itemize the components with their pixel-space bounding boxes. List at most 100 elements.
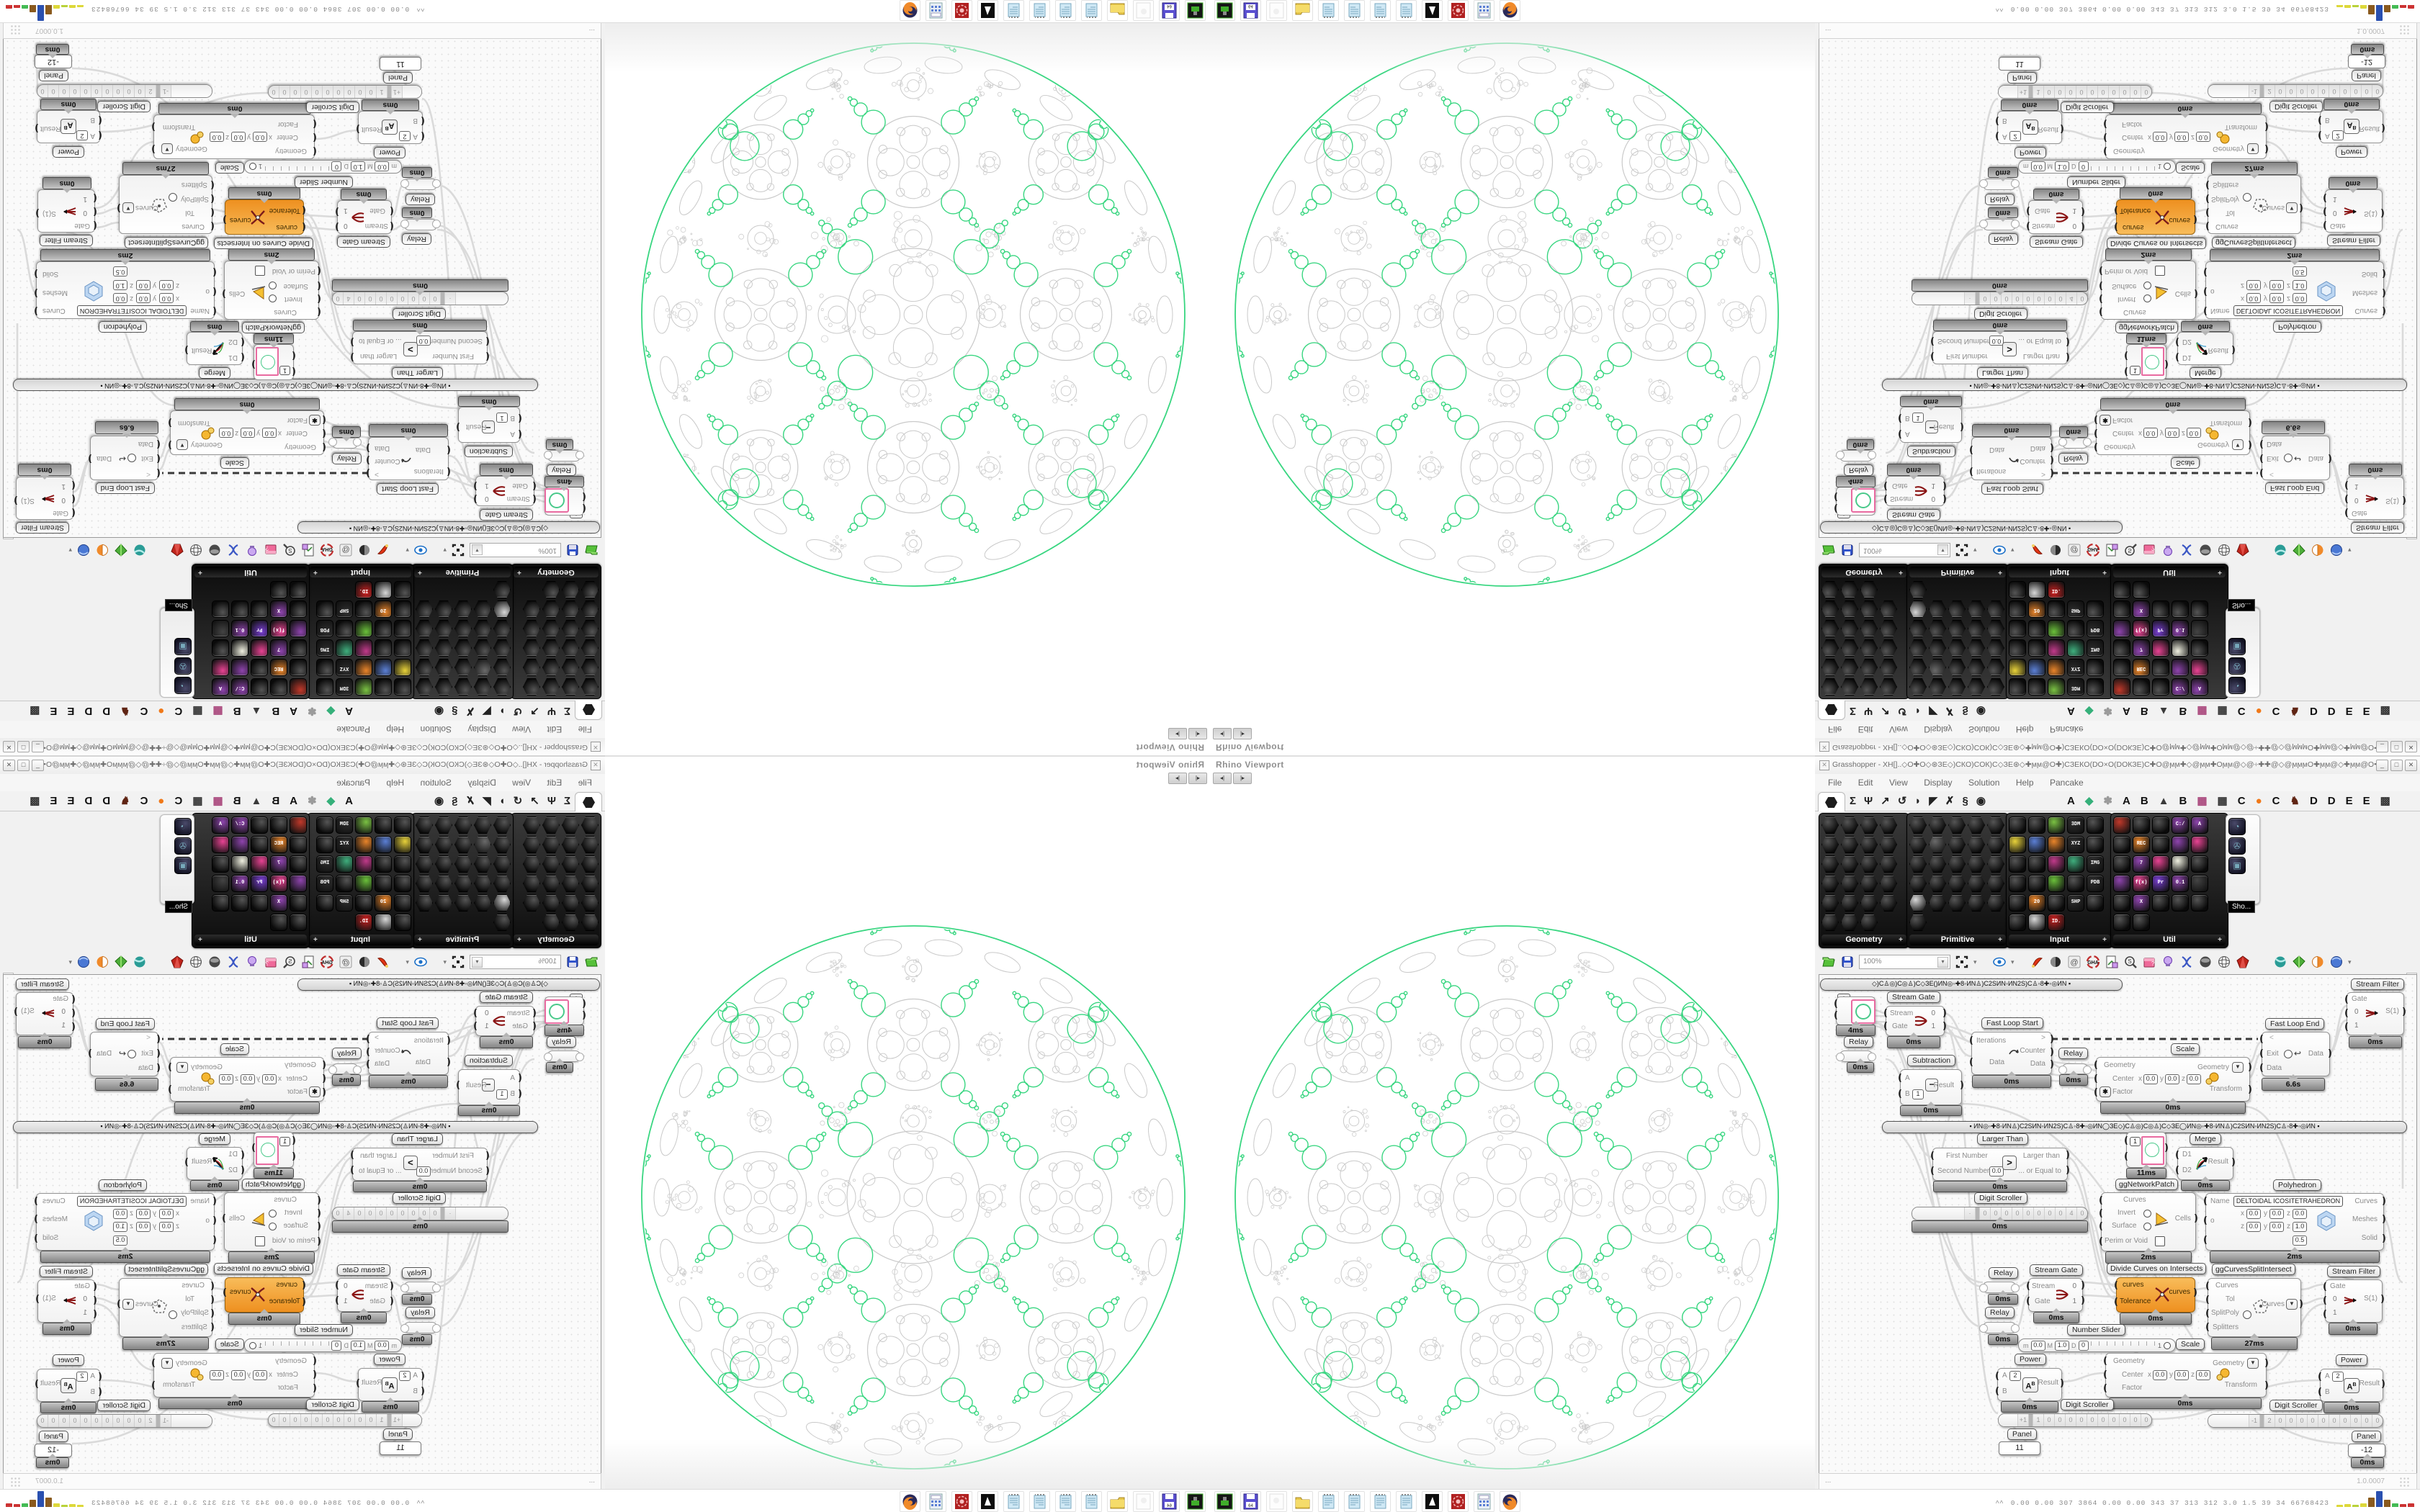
component-icon[interactable] <box>316 600 333 618</box>
canvas-toolbar[interactable]: 100% ▾ ▾ ▾ @ GHA S? ▾ <box>1819 539 2419 561</box>
plugin-tab-icon[interactable]: ◆ <box>326 795 336 807</box>
component-icon[interactable] <box>2048 894 2065 912</box>
plugin-tab-icon[interactable]: ✽ <box>308 705 317 717</box>
plugin-tab-icon[interactable]: E <box>50 705 58 717</box>
tab-icon[interactable]: Σ <box>1850 705 1857 717</box>
power-component[interactable]: (( A 2 B AB Result ) <box>356 1368 425 1401</box>
plugin-sphere-orange-icon[interactable] <box>2311 955 2325 969</box>
component-icon[interactable]: 7 <box>270 855 287 873</box>
stream-filter-tag[interactable]: Stream Filter <box>2327 1266 2381 1277</box>
merge-component[interactable]: (( D1 D2 Result ) <box>184 332 245 365</box>
component-icon[interactable] <box>1968 620 1985 637</box>
tab-icon[interactable]: ✗ <box>465 705 475 717</box>
component-icon[interactable] <box>2191 894 2208 912</box>
larger-than-component[interactable]: (( First Number Second Number 0.0 > Larg… <box>350 1148 490 1181</box>
tab-icon[interactable]: ↗ <box>1881 705 1890 717</box>
menu-view[interactable]: View <box>1888 778 1908 788</box>
zoom-combo[interactable]: 100% ▾ <box>470 955 561 969</box>
merge-tag[interactable]: Merge <box>199 367 230 379</box>
plugin-tab-icon[interactable]: D <box>2327 705 2336 717</box>
component-icon[interactable] <box>1987 894 2004 912</box>
menu-help[interactable]: Help <box>2015 724 2034 734</box>
component-icon[interactable] <box>2009 875 2026 892</box>
relay-tag[interactable]: Relay <box>1989 233 2018 245</box>
component-icon[interactable] <box>474 875 491 892</box>
component-icon[interactable] <box>2191 639 2208 657</box>
component-icon[interactable] <box>2133 914 2150 931</box>
plugin-tab-icon[interactable]: E <box>50 795 58 807</box>
digit-scroller[interactable]: -1 2 0 0 0 0 0 0 0 0 0 0 <box>2208 84 2383 98</box>
plugin-tab-icon[interactable]: A <box>345 795 353 807</box>
component-icon[interactable] <box>2028 914 2045 931</box>
component-icon[interactable] <box>2009 816 2026 834</box>
component-icon[interactable] <box>1841 836 1858 853</box>
component-icon[interactable] <box>474 600 491 618</box>
component-icon[interactable] <box>1948 659 1966 676</box>
search-icon[interactable]: S <box>2123 543 2138 557</box>
remote-button[interactable]: @ <box>2067 955 2081 969</box>
component-icon[interactable] <box>1821 581 1839 598</box>
scale-tag[interactable]: Scale <box>215 162 244 174</box>
scale-component[interactable]: ((( Geometry Center x 0.0 y 0.0 z 0.0 Facto… <box>2103 1353 2269 1398</box>
component-icon[interactable] <box>1909 659 1927 676</box>
component-icon[interactable] <box>1860 855 1878 873</box>
close-button[interactable]: ✕ <box>2405 760 2417 771</box>
component-icon[interactable] <box>581 678 599 696</box>
component-icon[interactable] <box>493 836 511 853</box>
gg-circle-component[interactable]: (( <box>544 487 586 516</box>
menu-edit[interactable]: Edit <box>1857 778 1873 788</box>
taskbar-icon-floppy64[interactable]: 64 <box>1159 1491 1180 1512</box>
component-icon[interactable] <box>2172 639 2189 657</box>
palette-label[interactable]: Primitive + <box>1909 567 2006 577</box>
help-box-button[interactable]: ? <box>2142 543 2156 557</box>
larger-than-tag[interactable]: Larger Than <box>391 367 443 379</box>
stream-filter-component[interactable]: ((( Gate 0 S(1) 1 ) <box>2344 992 2406 1035</box>
fast-loop-start-tag[interactable]: Fast Loop Start <box>1981 1017 2043 1029</box>
subtraction-component[interactable]: (( A B 1 − Result ) <box>1898 1069 1964 1105</box>
component-icon[interactable] <box>493 659 511 676</box>
tab-icon[interactable]: Ψ <box>547 795 556 807</box>
tab-icon[interactable]: § <box>452 705 458 717</box>
digit-scroller-tag[interactable]: Digit Scroller <box>97 101 151 112</box>
component-icon[interactable] <box>542 914 560 931</box>
menu-file[interactable]: File <box>578 724 592 734</box>
component-icon[interactable] <box>2191 836 2208 853</box>
open-button[interactable] <box>584 543 599 557</box>
component-icon[interactable] <box>231 639 248 657</box>
taskbar-icons[interactable]: 64 <box>900 1491 1206 1512</box>
menu-edit[interactable]: Edit <box>1857 724 1873 734</box>
larger-than-component[interactable]: (( First Number Second Number 0.0 > Larg… <box>1930 331 2070 364</box>
open-button[interactable] <box>584 955 599 969</box>
plugin-tab-icon[interactable]: B <box>2179 795 2187 807</box>
preview-eye-button[interactable] <box>1992 955 2007 969</box>
taskbar-icon-note[interactable] <box>1055 0 1076 21</box>
ggnetworkpatch-tag[interactable]: ggNetworkPatch <box>241 322 305 333</box>
plugin-tab-icon[interactable]: E <box>2362 795 2370 807</box>
divide-curves-tag[interactable]: Divide Curves on Intersects <box>2107 1263 2207 1274</box>
component-icon[interactable]: REC <box>270 659 287 676</box>
palette-label[interactable]: Primitive + <box>414 567 511 577</box>
component-icon[interactable] <box>2172 855 2189 873</box>
tab-icon[interactable]: ◗ <box>498 705 506 717</box>
component-icon[interactable] <box>212 836 229 853</box>
fast-loop-start-component[interactable]: (( Iterations Data > Counter Data ))) <box>366 1032 451 1075</box>
component-icon[interactable] <box>394 836 411 853</box>
overflow-icon[interactable]: ▣ <box>174 638 192 655</box>
component-icon[interactable] <box>1841 600 1858 618</box>
component-icon[interactable] <box>474 620 491 637</box>
component-icon[interactable]: PDB <box>316 620 333 637</box>
component-icon[interactable] <box>562 855 579 873</box>
dropdown-caret[interactable]: ▾ <box>1973 546 1977 554</box>
polyhedron-tag[interactable]: Polyhedron <box>98 1179 147 1191</box>
component-icon[interactable]: X <box>2133 894 2150 912</box>
merge-component[interactable]: (( D1 D2 Result ) <box>2175 1147 2236 1180</box>
component-icon[interactable] <box>474 855 491 873</box>
divide-cells-component[interactable]: (((( Curves Invert Surface Cells Perim o… <box>2099 261 2198 320</box>
palette-label[interactable]: Geometry + <box>514 935 599 945</box>
component-icon[interactable] <box>2009 639 2026 657</box>
ggnetworkpatch-tag[interactable]: ggNetworkPatch <box>2115 1179 2179 1190</box>
palette-util[interactable]: C:/A REC 7 f(x) Pr 0.1 X Util + <box>2110 813 2228 948</box>
tab-icon[interactable]: Σ <box>1850 795 1857 807</box>
component-icon[interactable] <box>523 678 540 696</box>
